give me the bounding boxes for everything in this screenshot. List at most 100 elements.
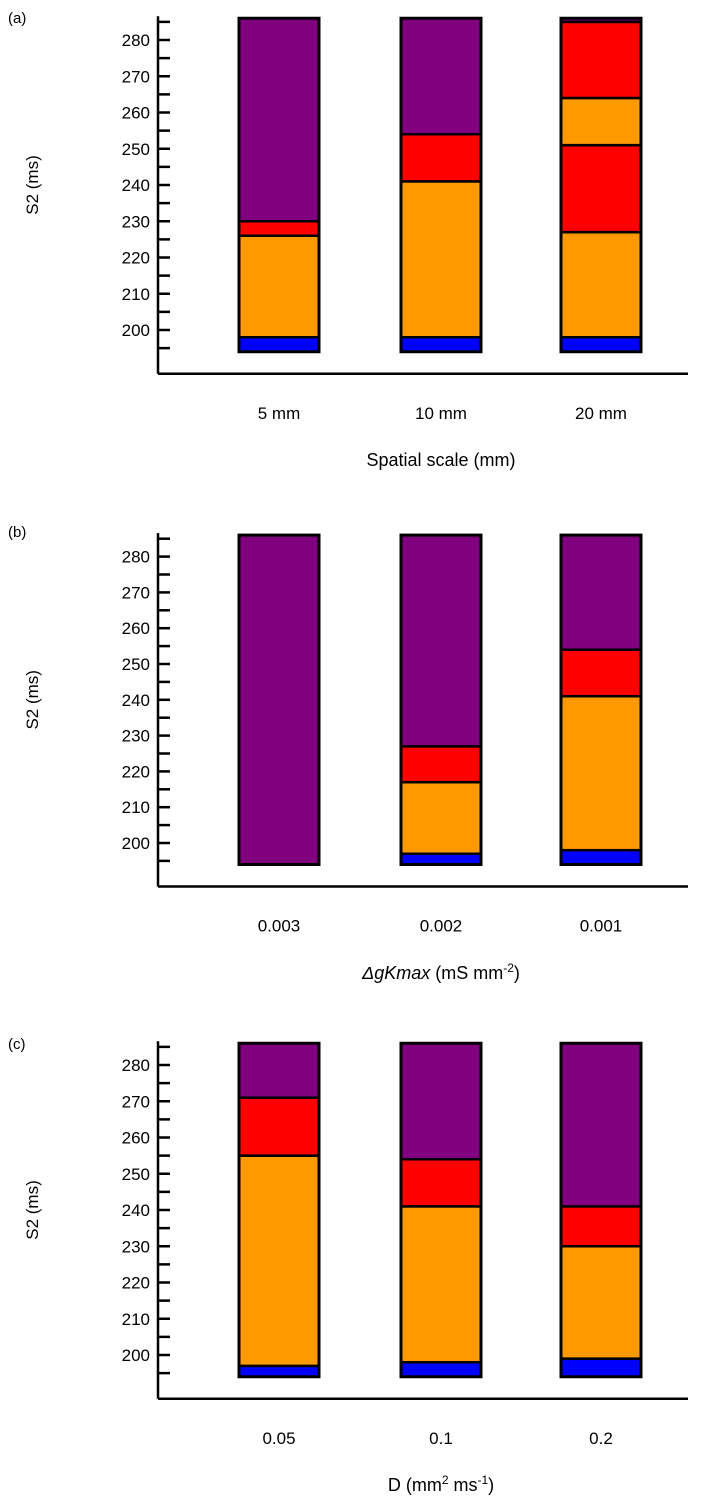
y-tick-label: 210 xyxy=(122,1310,150,1329)
bar-segment xyxy=(237,533,321,866)
y-tick-label: 250 xyxy=(122,655,150,674)
bar-outline xyxy=(237,533,321,866)
bar-segment xyxy=(399,17,483,136)
bar-segment xyxy=(399,336,483,353)
x-axis-label: D (mm2 ms-1) xyxy=(388,1473,494,1495)
bar-outline xyxy=(399,1041,483,1379)
bar-outline xyxy=(559,1041,643,1379)
bar-segment xyxy=(399,180,483,339)
panel-label: (a) xyxy=(8,10,26,27)
bar-segment xyxy=(237,1364,321,1378)
y-tick-label: 260 xyxy=(122,104,150,123)
bar-segment xyxy=(237,234,321,339)
bar-0.002 xyxy=(399,533,483,866)
bar-outline xyxy=(237,16,321,354)
y-tick-label: 230 xyxy=(122,212,150,231)
bar-10-mm xyxy=(399,16,483,354)
x-axis-label: Spatial scale (mm) xyxy=(366,450,515,470)
x-tick-label: 0.1 xyxy=(429,1429,453,1448)
y-tick-label: 240 xyxy=(122,176,150,195)
x-tick-label: 0.001 xyxy=(580,916,623,935)
y-tick-label: 270 xyxy=(122,67,150,86)
x-tick-label: 10 mm xyxy=(415,404,467,423)
bar-segment xyxy=(559,1042,643,1208)
x-tick-label: 0.002 xyxy=(420,916,463,935)
bar-segment xyxy=(559,96,643,147)
bar-segment xyxy=(237,1154,321,1368)
chart-panel-2: (b) S2 (ms) 200 210 220 230 240 250 260 270 280 0.0… xyxy=(8,524,688,983)
chart-panel-1: (a) S2 (ms) 200 210 220 230 240 250 260 270 280 5 m… xyxy=(8,10,688,470)
y-tick-label: 230 xyxy=(122,1237,150,1256)
y-axis-label: S2 (ms) xyxy=(23,155,42,215)
y-tick-label: 210 xyxy=(122,798,150,817)
bar-segment xyxy=(399,1205,483,1364)
bar-segment xyxy=(399,1158,483,1208)
y-tick-label: 210 xyxy=(122,285,150,304)
panel-label: (b) xyxy=(8,524,26,541)
bar-segment xyxy=(559,20,643,100)
bar-segment xyxy=(399,1361,483,1378)
bar-segment xyxy=(559,336,643,353)
bar-0.2 xyxy=(559,1041,643,1379)
bar-0.001 xyxy=(559,533,643,866)
y-tick-label: 200 xyxy=(122,834,150,853)
y-tick-label: 280 xyxy=(122,31,150,50)
bar-0.003 xyxy=(237,533,321,866)
x-tick-label: 0.05 xyxy=(262,1429,295,1448)
bar-segment xyxy=(399,1042,483,1161)
y-axis-label: S2 (ms) xyxy=(23,670,42,730)
chart-panel-3: (c) S2 (ms) 200 210 220 230 240 250 260 270 280 0.0… xyxy=(8,1036,688,1495)
bar-segment xyxy=(399,780,483,855)
y-tick-label: 220 xyxy=(122,1274,150,1293)
x-tick-label: 20 mm xyxy=(575,404,627,423)
y-tick-label: 220 xyxy=(122,249,150,268)
y-axis-label: S2 (ms) xyxy=(23,1180,42,1240)
bar-segment xyxy=(399,133,483,183)
bar-outline xyxy=(399,16,483,354)
bar-segment xyxy=(559,848,643,866)
bar-segment xyxy=(237,336,321,353)
bar-segment xyxy=(559,1357,643,1378)
x-tick-label: 5 mm xyxy=(258,404,301,423)
y-tick-label: 250 xyxy=(122,1165,150,1184)
bar-segment xyxy=(559,143,643,234)
y-tick-label: 230 xyxy=(122,727,150,746)
bar-segment xyxy=(559,1245,643,1360)
y-tick-label: 280 xyxy=(122,1056,150,1075)
bar-segment xyxy=(559,230,643,339)
x-tick-label: 0.2 xyxy=(589,1429,613,1448)
bar-segment xyxy=(237,220,321,237)
bar-segment xyxy=(399,745,483,784)
y-tick-label: 260 xyxy=(122,619,150,638)
bar-segment xyxy=(559,533,643,651)
bar-segment xyxy=(399,533,483,748)
bar-outline xyxy=(559,16,643,354)
y-tick-label: 270 xyxy=(122,583,150,602)
y-tick-label: 260 xyxy=(122,1129,150,1148)
bar-outline xyxy=(559,533,643,866)
bar-segment xyxy=(237,1042,321,1099)
bar-segment xyxy=(559,694,643,852)
bar-segment xyxy=(237,1096,321,1157)
bar-5-mm xyxy=(237,16,321,354)
y-tick-label: 200 xyxy=(122,321,150,340)
bar-20-mm xyxy=(559,16,643,354)
y-tick-label: 270 xyxy=(122,1092,150,1111)
y-tick-label: 280 xyxy=(122,548,150,567)
y-tick-label: 240 xyxy=(122,1201,150,1220)
y-tick-label: 220 xyxy=(122,762,150,781)
y-tick-label: 240 xyxy=(122,691,150,710)
panel-label: (c) xyxy=(8,1036,26,1053)
bar-0.05 xyxy=(237,1041,321,1379)
bar-outline xyxy=(237,1041,321,1379)
y-tick-label: 200 xyxy=(122,1346,150,1365)
bar-segment xyxy=(237,17,321,223)
bar-segment xyxy=(559,1205,643,1248)
bar-segment xyxy=(399,852,483,866)
x-axis-label: ΔgKmax (mS mm-2) xyxy=(361,961,520,983)
x-tick-label: 0.003 xyxy=(258,916,301,935)
bar-segment xyxy=(559,648,643,698)
bar-outline xyxy=(399,533,483,866)
y-tick-label: 250 xyxy=(122,140,150,159)
